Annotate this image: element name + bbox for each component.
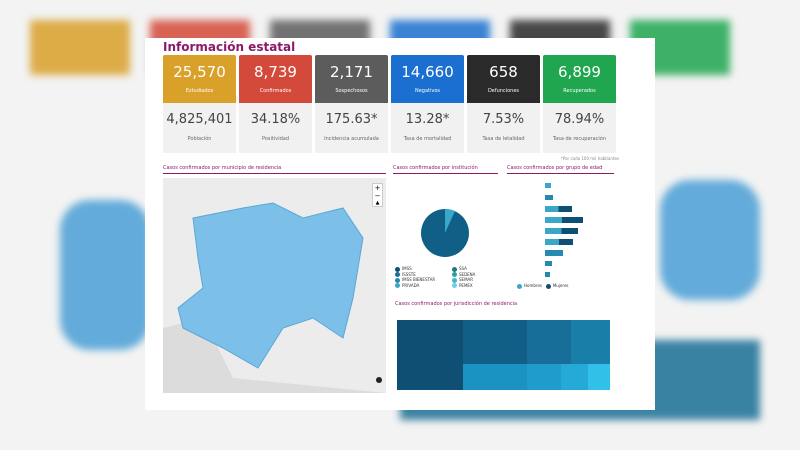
card-label: Sospechosos xyxy=(335,88,368,94)
stat-label: Tasa de recuperación xyxy=(552,136,607,142)
treemap-cell xyxy=(397,320,463,390)
stat-value: 13.28* xyxy=(405,112,450,127)
card-estudiados: 25,570 Estudiados 4,825,401 Población xyxy=(163,55,236,153)
card-value: 658 xyxy=(489,63,518,81)
jurisdiction-section-title: Casos confirmados por jurisdicción de re… xyxy=(395,301,518,307)
jurisdiction-treemap xyxy=(397,320,610,390)
page-title: Información estatal xyxy=(163,40,296,54)
stat-label: Población xyxy=(187,136,212,142)
card-value: 2,171 xyxy=(330,63,373,81)
card-label: Defunciones xyxy=(487,88,520,94)
rate-note: *Por cada 100 mil habitantes xyxy=(560,156,619,161)
card-sospechosos: 2,171 Sospechosos 175.63* Incidencia acumul… xyxy=(315,55,388,153)
treemap-cell xyxy=(561,364,588,390)
card-defunciones: 658 Defunciones 7.53% Tasa de letalidad xyxy=(467,55,540,153)
card-negativos: 14,660 Negativos 13.28* Tasa de mortalidad xyxy=(391,55,464,153)
card-recuperados: 6,899 Recuperados 78.94% Tasa de recuperaci… xyxy=(543,55,616,153)
map-shape xyxy=(163,202,386,393)
card-confirmados: 8,739 Confirmados 34.18% Positividad xyxy=(239,55,312,153)
map-section-title: Casos confirmados por municipio de resid… xyxy=(163,165,386,174)
age-legend: Hombres Mujeres xyxy=(517,283,569,289)
treemap-cell xyxy=(588,364,610,390)
zoom-in-button[interactable]: + xyxy=(374,184,381,192)
institution-section-title: Casos confirmados por institución xyxy=(393,165,498,174)
reset-north-button[interactable]: ▲ xyxy=(375,200,380,206)
card-value: 14,660 xyxy=(401,63,454,81)
treemap-cell xyxy=(463,364,527,390)
stat-label: Tasa de mortalidad xyxy=(403,136,452,142)
institution-pie xyxy=(421,208,469,257)
stat-label: Incidencia acumulada xyxy=(324,136,379,142)
pie-slice-other xyxy=(445,208,455,233)
treemap-cell xyxy=(463,320,527,364)
stat-label: Tasa de letalidad xyxy=(482,136,525,142)
stat-value: 4,825,401 xyxy=(166,112,233,127)
treemap-cell xyxy=(571,320,610,364)
info-icon[interactable] xyxy=(376,377,382,383)
card-label: Recuperados xyxy=(563,88,596,94)
stat-value: 175.63* xyxy=(325,112,378,127)
institution-legend: IMSS ISSSTE IMSS BIENESTAR PRIVADA SSA S… xyxy=(395,266,505,288)
card-label: Confirmados xyxy=(259,88,292,94)
card-value: 6,899 xyxy=(558,63,601,81)
municipality-map[interactable]: + − ▲ xyxy=(163,178,386,393)
card-value: 8,739 xyxy=(254,63,297,81)
stat-value: 7.53% xyxy=(482,112,525,127)
zoom-out-button[interactable]: − xyxy=(374,192,381,200)
summary-cards: 25,570 Estudiados 4,825,401 Población 8,739… xyxy=(163,55,616,153)
card-label: Estudiados xyxy=(185,88,214,94)
treemap-cell xyxy=(527,320,571,364)
stat-label: Positividad xyxy=(262,136,289,142)
treemap-cell xyxy=(527,364,561,390)
card-value: 25,570 xyxy=(173,63,226,81)
stat-value: 78.94% xyxy=(554,112,605,127)
card-label: Negativos xyxy=(414,88,441,94)
state-info-panel: Información estatal 25,570 Estudiados 4,82… xyxy=(145,38,655,410)
age-section-title: Casos confirmados por grupo de edad xyxy=(507,165,614,174)
stat-value: 34.18% xyxy=(250,112,301,127)
